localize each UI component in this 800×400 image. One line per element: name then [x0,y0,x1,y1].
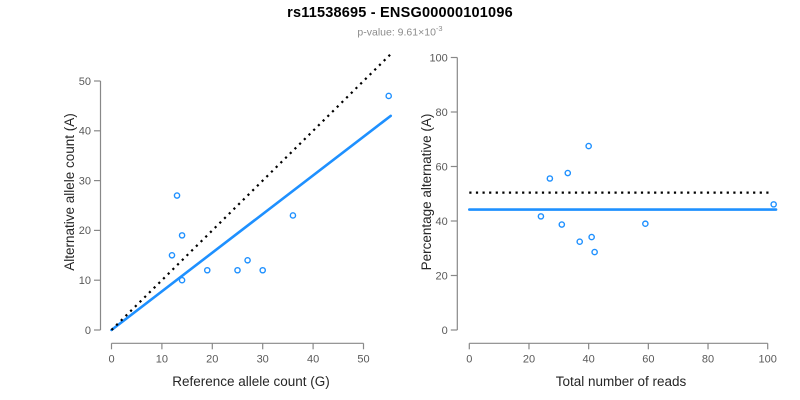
data-point [178,232,186,239]
data-point [289,212,297,219]
y-tick-label: 60 [436,161,448,173]
data-point [588,233,595,241]
y-axis-title: Percentage alternative (A) [419,114,434,271]
x-tick-label: 20 [523,353,535,365]
data-point [642,220,649,228]
scatter-panel-2: 0 20 40 60 80 100 0 20 40 60 80 100 Total number of … [419,52,778,389]
data-point [576,238,584,246]
data-point [564,169,572,177]
y-tick-label: 100 [429,52,447,64]
y-tick-label: 0 [442,325,448,337]
y-tick-label: 20 [79,225,91,237]
regression-line [110,114,393,332]
data-point [585,142,592,150]
data-point [591,248,598,256]
y-tick-label: 10 [79,275,91,287]
data-point [168,251,176,259]
scatter-panel-1: 0 10 20 30 40 50 0 10 20 30 40 50 Reference allele c… [62,52,393,389]
y-tick-label: 40 [79,126,91,138]
p-value-text: p-value: 9.61×10 [357,26,436,39]
y-axis-title: Alternative allele count (A) [62,113,77,271]
identity-line [110,52,393,331]
data-point [385,92,393,100]
data-point [234,266,241,274]
x-tick-label: 0 [108,353,114,365]
data-point [770,201,777,208]
y-tick-label: 50 [79,76,91,88]
x-tick-label: 20 [206,353,218,365]
x-tick-label: 10 [156,353,168,365]
x-tick-label: 40 [583,353,595,365]
x-axis-title: Total number of reads [556,374,687,389]
p-value-exponent: -3 [435,24,443,33]
data-point [259,266,267,274]
y-tick-label: 20 [436,270,448,282]
y-tick-label: 0 [85,325,91,337]
data-point [537,213,545,220]
data-point [173,192,181,199]
data-point [546,175,554,182]
x-tick-label: 30 [257,353,269,365]
plot-subtitle: p-value: 9.61×10-3 [0,24,800,39]
plot-title: rs11538695 - ENSG00000101096 [287,5,513,21]
data-point [558,221,566,228]
data-point [178,276,186,284]
x-tick-label: 60 [642,353,654,365]
y-tick-label: 30 [79,175,91,187]
x-tick-label: 40 [307,353,319,365]
x-tick-label: 50 [357,353,369,365]
x-tick-label: 0 [466,353,472,365]
y-tick-label: 80 [436,107,448,119]
y-tick-label: 40 [436,216,448,228]
data-point [244,256,251,264]
x-tick-label: 100 [759,353,777,365]
data-point [203,266,211,274]
x-tick-label: 80 [702,353,714,365]
x-axis-title: Reference allele count (G) [172,374,330,389]
